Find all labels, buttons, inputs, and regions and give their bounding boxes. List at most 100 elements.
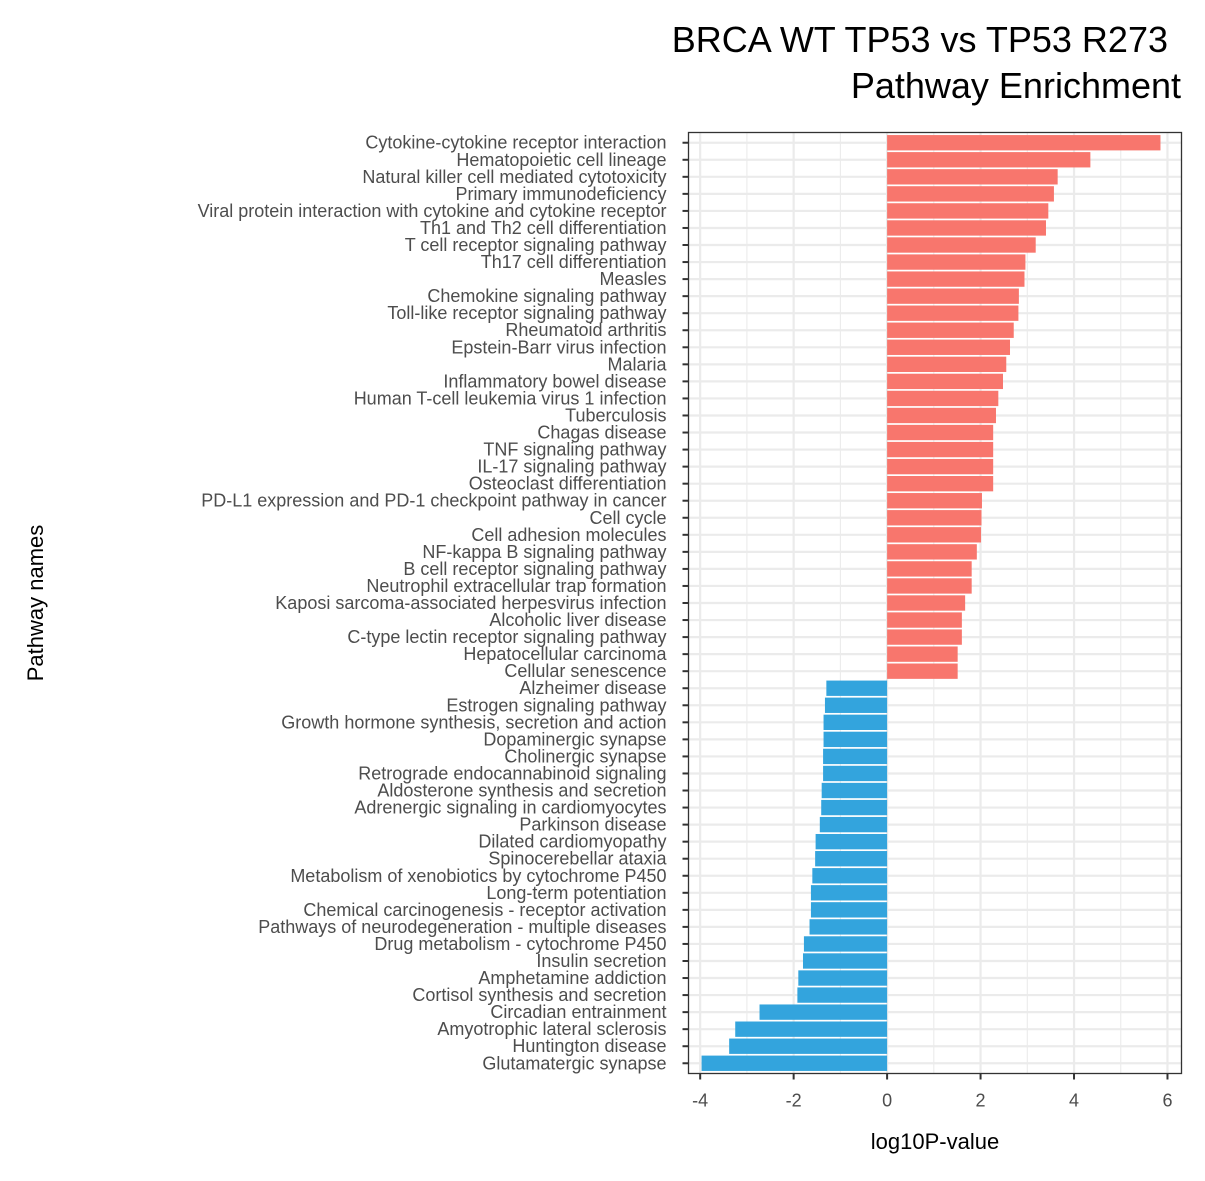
- y-tick-label: Adrenergic signaling in cardiomyocytes: [354, 798, 666, 818]
- y-tick-label: Neutrophil extracellular trap formation: [366, 576, 666, 596]
- x-tick-label: 2: [976, 1091, 986, 1111]
- y-tick-label: Hematopoietic cell lineage: [456, 150, 666, 170]
- bar: [729, 1038, 888, 1054]
- bar: [812, 868, 888, 884]
- y-tick-label: Toll-like receptor signaling pathway: [387, 303, 666, 323]
- y-tick-label: Th1 and Th2 cell differentiation: [420, 218, 667, 238]
- x-tick-label: -4: [692, 1091, 708, 1111]
- bar: [887, 561, 972, 577]
- x-axis-ticks: -4 -2 0 2 4 6: [692, 1073, 1172, 1111]
- y-tick-label: Insulin secretion: [536, 951, 666, 971]
- bar: [887, 135, 1161, 151]
- bar: [887, 305, 1019, 321]
- bar: [887, 510, 982, 526]
- y-tick-label: Chemokine signaling pathway: [427, 286, 666, 306]
- y-tick-label: Long-term potentiation: [486, 883, 666, 903]
- y-tick-label: Drug metabolism - cytochrome P450: [374, 934, 666, 954]
- y-tick-label: Glutamatergic synapse: [482, 1053, 666, 1073]
- y-tick-label: Cell adhesion molecules: [471, 525, 666, 545]
- y-tick-label: Cellular senescence: [504, 661, 666, 681]
- bar: [887, 578, 972, 594]
- bar: [887, 493, 982, 509]
- y-tick-label: Epstein-Barr virus infection: [451, 337, 666, 357]
- bar: [798, 970, 888, 986]
- chart-subtitle: Pathway Enrichment: [851, 65, 1181, 106]
- y-tick-label: Huntington disease: [512, 1036, 666, 1056]
- x-tick-label: 4: [1069, 1091, 1079, 1111]
- y-tick-label: Inflammatory bowel disease: [443, 371, 666, 391]
- bar: [815, 833, 888, 850]
- y-axis-tick-labels: Cytokine-cytokine receptor interactionHe…: [198, 133, 689, 1073]
- bar: [797, 987, 888, 1003]
- y-tick-label: PD-L1 expression and PD-1 checkpoint pat…: [201, 491, 666, 511]
- bar: [887, 203, 1049, 219]
- bar: [887, 288, 1019, 304]
- bar: [887, 220, 1046, 236]
- bar: [810, 902, 888, 918]
- bar: [887, 356, 1007, 373]
- y-tick-label: Cortisol synthesis and secretion: [412, 985, 666, 1005]
- bars-group: [701, 135, 1161, 1071]
- bar: [887, 186, 1054, 202]
- y-tick-label: Spinocerebellar ataxia: [488, 849, 667, 869]
- bar: [815, 851, 888, 867]
- y-tick-label: Measles: [599, 269, 666, 289]
- bar: [887, 237, 1036, 253]
- y-tick-label: Metabolism of xenobiotics by cytochrome …: [290, 866, 666, 886]
- bar: [887, 646, 958, 662]
- y-tick-label: Dilated cardiomyopathy: [478, 832, 666, 852]
- y-tick-label: Retrograde endocannabinoid signaling: [358, 763, 666, 783]
- y-tick-label: Primary immunodeficiency: [455, 184, 666, 204]
- y-tick-label: Amyotrophic lateral sclerosis: [437, 1019, 666, 1039]
- y-tick-label: Estrogen signaling pathway: [446, 695, 666, 715]
- bar: [735, 1021, 888, 1037]
- x-tick-label: 6: [1162, 1091, 1172, 1111]
- bar: [887, 254, 1026, 270]
- bar: [887, 152, 1091, 168]
- bar: [802, 953, 888, 969]
- y-tick-label: Growth hormone synthesis, secretion and …: [281, 712, 666, 732]
- y-tick-label: Hepatocellular carcinoma: [463, 644, 667, 664]
- y-tick-label: Cholinergic synapse: [504, 746, 666, 766]
- y-tick-label: TNF signaling pathway: [483, 440, 666, 460]
- x-tick-label: 0: [882, 1091, 892, 1111]
- bar: [823, 731, 888, 748]
- gridlines: [688, 132, 1182, 1074]
- x-tick-label: -2: [786, 1091, 802, 1111]
- bar: [701, 1055, 888, 1071]
- y-tick-label: Aldosterone synthesis and secretion: [377, 781, 666, 801]
- x-axis-label: log10P-value: [871, 1129, 999, 1154]
- bar: [821, 782, 888, 799]
- y-tick-label: Circadian entrainment: [490, 1002, 666, 1022]
- bar: [803, 936, 888, 952]
- y-tick-label: Parkinson disease: [519, 815, 666, 835]
- y-tick-label: Th17 cell differentiation: [481, 252, 667, 272]
- bar: [823, 765, 888, 782]
- bar: [887, 322, 1014, 338]
- y-tick-label: NF-kappa B signaling pathway: [422, 542, 666, 562]
- y-tick-label: Kaposi sarcoma-associated herpesvirus in…: [275, 593, 666, 613]
- y-tick-label: IL-17 signaling pathway: [477, 457, 666, 477]
- bar: [887, 544, 977, 560]
- bar: [887, 424, 994, 441]
- y-tick-label: B cell receptor signaling pathway: [403, 559, 666, 579]
- bar: [887, 527, 982, 543]
- bar: [887, 441, 994, 458]
- bar: [887, 595, 966, 611]
- bar: [823, 748, 888, 765]
- y-tick-label: Cytokine-cytokine receptor interaction: [365, 133, 666, 153]
- bar: [887, 458, 994, 475]
- bar: [887, 390, 999, 407]
- y-tick-label: Osteoclast differentiation: [469, 474, 667, 494]
- bar: [824, 697, 888, 713]
- bar: [819, 816, 888, 833]
- bar: [826, 680, 888, 696]
- y-tick-label: Alzheimer disease: [519, 678, 666, 698]
- bar: [887, 373, 1003, 390]
- y-tick-label: Natural killer cell mediated cytotoxicit…: [362, 167, 666, 187]
- y-tick-label: Viral protein interaction with cytokine …: [198, 201, 667, 221]
- y-axis-label: Pathway names: [23, 525, 48, 682]
- bar: [887, 629, 962, 645]
- y-tick-label: Amphetamine addiction: [478, 968, 666, 988]
